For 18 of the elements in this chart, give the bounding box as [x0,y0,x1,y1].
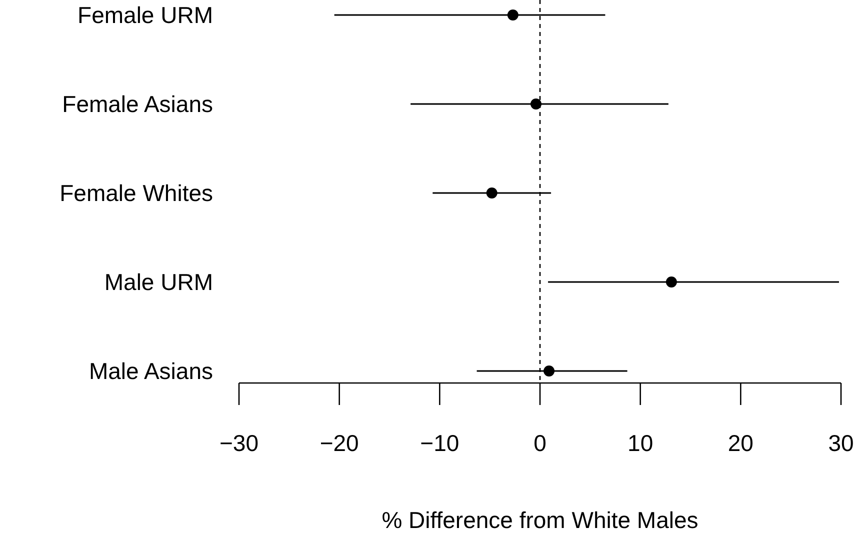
x-tick-label: 0 [534,430,546,456]
point [544,366,555,376]
point [507,10,518,20]
x-tick-label: −10 [420,430,460,456]
point [666,276,677,288]
y-tick-label: Male URM [104,269,213,295]
y-tick-label: Female URM [78,2,213,28]
point [530,98,542,110]
x-tick-label: 30 [828,430,854,456]
y-tick-label: Female Whites [60,180,213,206]
x-axis-title: % Difference from White Males [382,507,698,533]
x-tick-label: −20 [320,430,359,456]
x-tick-label: −30 [219,430,259,456]
y-tick-label: Male Asians [88,358,213,384]
point [486,188,498,198]
y-tick-label: Female Asians [62,91,213,117]
x-tick-label: 10 [628,430,654,456]
x-tick-label: 20 [728,430,754,456]
